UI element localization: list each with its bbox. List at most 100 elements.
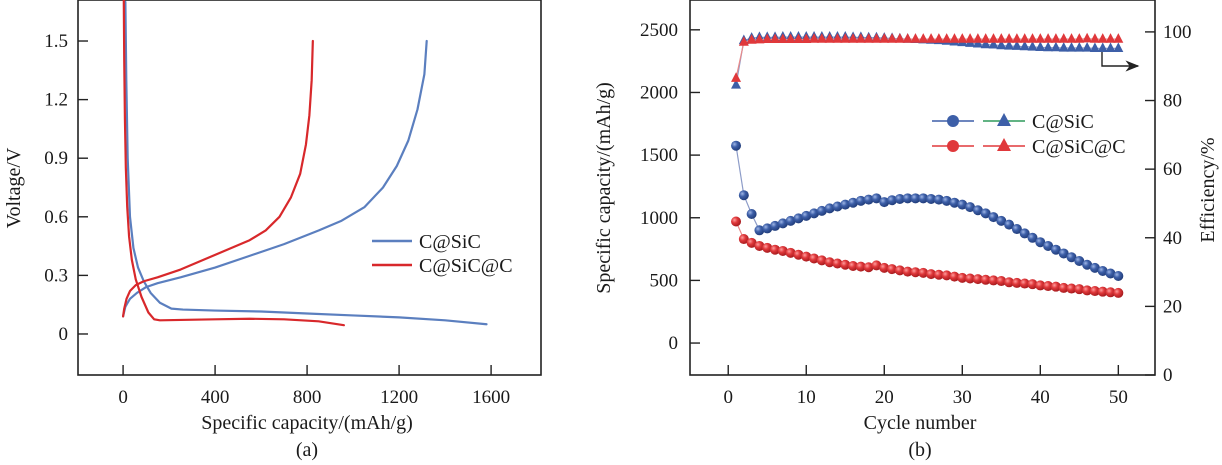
data-point	[887, 33, 898, 43]
legend-b-triangle-marker	[997, 113, 1011, 126]
y-axis-label-a: Voltage/V	[3, 147, 25, 228]
data-point	[1105, 287, 1116, 298]
y-tick-label-left-b: 1500	[640, 145, 678, 166]
x-axis-b: 0 10 20 30 40 50	[723, 365, 1128, 408]
y-tick-label-right-b: 80	[1163, 91, 1182, 112]
y-axis-right-b: 0 20 40 60 80 100	[1145, 22, 1192, 386]
data-point	[988, 38, 999, 49]
data-point	[848, 260, 859, 271]
data-point	[949, 197, 960, 208]
data-point	[1050, 41, 1061, 52]
data-point	[731, 72, 742, 82]
data-point	[1082, 285, 1093, 296]
legend-b-triangle-marker	[997, 138, 1011, 151]
data-point	[1011, 33, 1022, 43]
data-point	[1035, 280, 1046, 291]
data-point	[1058, 282, 1069, 293]
data-point	[809, 208, 820, 219]
data-point	[1043, 41, 1054, 52]
data-point	[1004, 39, 1015, 50]
data-point	[1004, 219, 1015, 230]
data-point	[1058, 42, 1069, 52]
data-point	[1066, 33, 1077, 43]
data-point	[770, 220, 781, 231]
data-point	[801, 251, 812, 262]
data-point	[1035, 237, 1046, 248]
data-point	[1004, 277, 1015, 288]
x-tick-label-a: 800	[293, 387, 322, 408]
data-point	[863, 194, 874, 205]
plot-frame-a	[77, 0, 542, 376]
x-axis-label-a: Specific capacity/(mAh/g)	[201, 412, 413, 434]
data-point	[996, 33, 1007, 43]
data-point	[1097, 266, 1108, 277]
data-point	[793, 213, 804, 224]
data-point	[879, 33, 890, 43]
legend-a-label-c-sic-c: C@SiC@C	[419, 255, 513, 277]
y-tick-label-right-b: 40	[1163, 228, 1182, 249]
series-connector-line	[735, 38, 1119, 79]
data-point	[832, 33, 843, 43]
data-point	[824, 257, 835, 268]
data-point	[801, 210, 812, 221]
data-point	[731, 216, 742, 227]
data-point	[777, 245, 788, 256]
data-point	[801, 33, 812, 44]
data-point	[855, 33, 866, 43]
data-point	[1113, 287, 1124, 298]
y-axis-label-left-b: Specific capacity/(mAh/g)	[593, 82, 615, 294]
data-point	[1050, 244, 1061, 255]
x-tick-label-b: 0	[723, 387, 733, 408]
legend-b-circle-marker	[947, 115, 959, 127]
data-point	[785, 33, 796, 44]
data-point	[980, 38, 991, 49]
y-tick-label-left-b: 1000	[640, 208, 678, 229]
data-point	[996, 215, 1007, 226]
data-point	[879, 197, 890, 208]
data-point	[1027, 279, 1038, 290]
data-point	[1097, 42, 1108, 52]
x-tick-label-b: 50	[1109, 387, 1128, 408]
data-point	[770, 33, 781, 44]
data-point	[887, 195, 898, 206]
data-point	[949, 271, 960, 282]
legend-b-entry-c-sic: C@SiC	[932, 111, 1094, 133]
legend-b-circle-marker	[947, 140, 959, 152]
data-point	[777, 33, 788, 44]
data-point	[1074, 284, 1085, 295]
data-point	[910, 33, 921, 43]
data-point	[1105, 268, 1116, 279]
series-line-c-sic-discharge	[124, 0, 488, 326]
panel-label-a: (a)	[296, 439, 318, 461]
data-point	[777, 218, 788, 229]
data-point	[910, 267, 921, 278]
data-point	[855, 195, 866, 206]
data-point	[855, 261, 866, 272]
data-point	[738, 36, 749, 46]
data-point	[816, 255, 827, 266]
series-c-sic-c-efficiency	[731, 32, 1124, 82]
x-axis-a: 0 400 800 1200 1600	[118, 365, 510, 408]
data-point	[1043, 240, 1054, 251]
data-point	[1082, 32, 1093, 43]
data-point	[972, 205, 983, 216]
y-tick-label-a: 0.9	[44, 148, 68, 169]
data-point	[770, 244, 781, 255]
data-point	[840, 259, 851, 270]
data-point	[1050, 281, 1061, 292]
data-point	[918, 267, 929, 278]
data-point	[832, 258, 843, 269]
series-line-c-sic-c-discharge	[122, 0, 345, 327]
data-point	[894, 33, 905, 43]
data-point	[840, 199, 851, 210]
data-point	[902, 33, 913, 43]
data-point	[863, 33, 874, 43]
data-point	[965, 33, 976, 43]
data-point	[1011, 224, 1022, 235]
y-axis-a: 0 0.3 0.6 0.9 1.2 1.5	[44, 31, 88, 345]
y-tick-label-left-b: 2000	[640, 82, 678, 103]
data-point	[1089, 262, 1100, 273]
legend-b: C@SiC C@SiC@C	[932, 111, 1126, 158]
y-tick-label-left-b: 2500	[640, 20, 678, 41]
efficiency-axis-arrow	[1101, 52, 1140, 72]
